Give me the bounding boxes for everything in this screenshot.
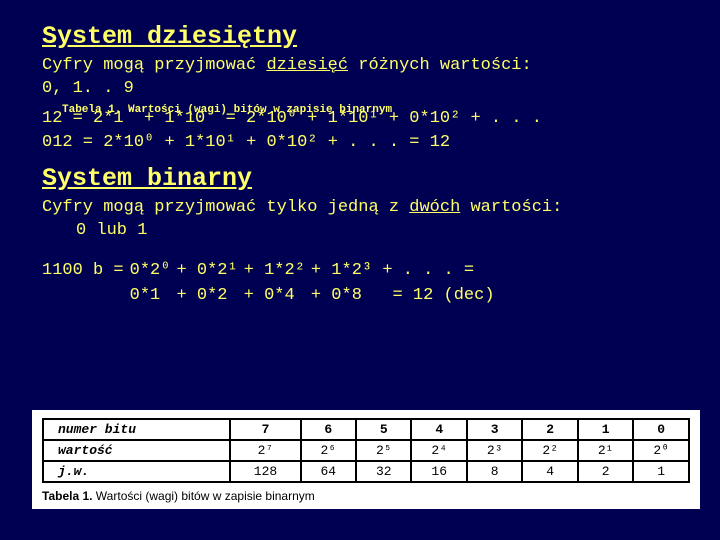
binary-intro: Cyfry mogą przyjmować tylko jedną z dwóc… <box>42 197 678 243</box>
table-cell: 2⁶ <box>301 440 356 461</box>
eq-row: 012 = 2*10⁰ + 1*10¹ + 0*10² + . . . = 12 <box>42 131 678 155</box>
eq-cell: + 0*2 <box>176 284 243 309</box>
eq-row: 0*1 + 0*2 + 0*4 + 0*8 = 12 (dec) <box>42 284 501 309</box>
caption-bold: Tabela 1. <box>42 489 92 503</box>
table-cell: 2⁵ <box>356 440 411 461</box>
row-header: wartość <box>43 440 230 461</box>
table-cell: 2 <box>578 461 633 482</box>
table-cell: 1 <box>633 461 689 482</box>
table-cell: 2³ <box>467 440 522 461</box>
text: 0, 1. . 9 <box>42 79 134 98</box>
text: Cyfry mogą przyjmować tylko jedną z <box>42 198 409 217</box>
table-cell: 2⁷ <box>230 440 300 461</box>
eq-cell: + 0*8 = 12 (dec) <box>311 284 501 309</box>
table-cell: 32 <box>356 461 411 482</box>
table-cell: 2² <box>522 440 577 461</box>
heading-binary: System binarny <box>42 164 678 193</box>
binary-equation: 1100 b = 0*2⁰ + 0*2¹ + 1*2² + 1*2³ + . .… <box>42 259 501 308</box>
table-cell: 4 <box>522 461 577 482</box>
table-cell: 2⁴ <box>411 440 466 461</box>
eq-rhs: 2*10⁰ + 1*10¹ + 0*10² + . . . = 12 <box>103 133 450 152</box>
table-cell: 2⁰ <box>633 440 689 461</box>
text-underlined: dziesięć <box>266 56 348 75</box>
table-cell: 4 <box>411 419 466 440</box>
heading-decimal: System dziesiętny <box>42 22 678 51</box>
eq-cell: + 1*2² <box>244 259 311 284</box>
decimal-intro: Cyfry mogą przyjmować dziesięć różnych w… <box>42 55 678 101</box>
table-cell: 6 <box>301 419 356 440</box>
overlay-caption: Tabela 1. Wartości (wagi) bitów w zapisi… <box>62 103 392 118</box>
table-cell: 8 <box>467 461 522 482</box>
eq-cell: + 0*2¹ <box>176 259 243 284</box>
table-row: numer bitu 7 6 5 4 3 2 1 0 <box>43 419 689 440</box>
text: różnych wartości: <box>348 56 532 75</box>
table-row: wartość 2⁷ 2⁶ 2⁵ 2⁴ 2³ 2² 2¹ 2⁰ <box>43 440 689 461</box>
caption-text: Wartości (wagi) bitów w zapisie binarnym <box>92 489 314 503</box>
text: wartości: <box>460 198 562 217</box>
table-caption: Tabela 1. Wartości (wagi) bitów w zapisi… <box>42 489 690 503</box>
row-header: j.w. <box>43 461 230 482</box>
bit-table-panel: numer bitu 7 6 5 4 3 2 1 0 wartość 2⁷ 2⁶… <box>32 410 700 509</box>
eq-cell: + 0*4 <box>244 284 311 309</box>
table-cell: 5 <box>356 419 411 440</box>
table-cell: 2 <box>522 419 577 440</box>
row-header: numer bitu <box>43 419 230 440</box>
eq-cell: 0*2⁰ <box>130 259 177 284</box>
decimal-equations: Tabela 1. Wartości (wagi) bitów w zapisi… <box>42 107 678 155</box>
table-cell: 3 <box>467 419 522 440</box>
table-cell: 2¹ <box>578 440 633 461</box>
eq-cell: 0*1 <box>130 284 177 309</box>
table-cell: 1 <box>578 419 633 440</box>
text: Cyfry mogą przyjmować <box>42 56 266 75</box>
eq-row: 1100 b = 0*2⁰ + 0*2¹ + 1*2² + 1*2³ + . .… <box>42 259 501 284</box>
table-cell: 7 <box>230 419 300 440</box>
table-row: j.w. 128 64 32 16 8 4 2 1 <box>43 461 689 482</box>
bit-weight-table: numer bitu 7 6 5 4 3 2 1 0 wartość 2⁷ 2⁶… <box>42 418 690 483</box>
slide-content: System dziesiętny Cyfry mogą przyjmować … <box>0 0 720 317</box>
eq-lhs: 1100 b = <box>42 259 130 284</box>
table-cell: 64 <box>301 461 356 482</box>
text-underlined: dwóch <box>409 198 460 217</box>
table-cell: 16 <box>411 461 466 482</box>
eq-lhs: 012 = <box>42 133 103 152</box>
eq-cell: + 1*2³ + . . . = <box>311 259 501 284</box>
table-cell: 0 <box>633 419 689 440</box>
text: 0 lub 1 <box>42 221 147 240</box>
table-cell: 128 <box>230 461 300 482</box>
